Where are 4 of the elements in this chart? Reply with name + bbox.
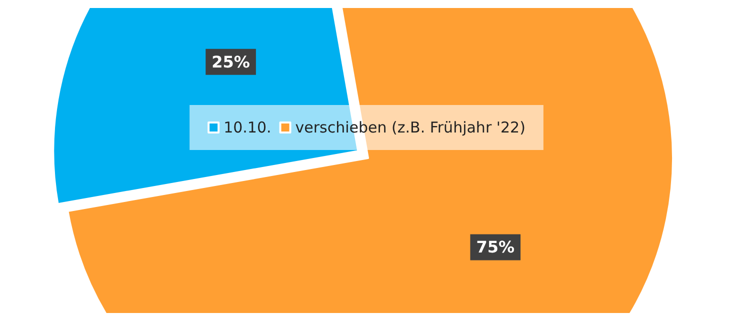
legend-label: 10.10. [224, 118, 272, 136]
legend-label: verschieben (z.B. Frühjahr '22) [295, 118, 526, 136]
data-label: 75% [476, 238, 515, 257]
data-label: 25% [212, 52, 250, 72]
